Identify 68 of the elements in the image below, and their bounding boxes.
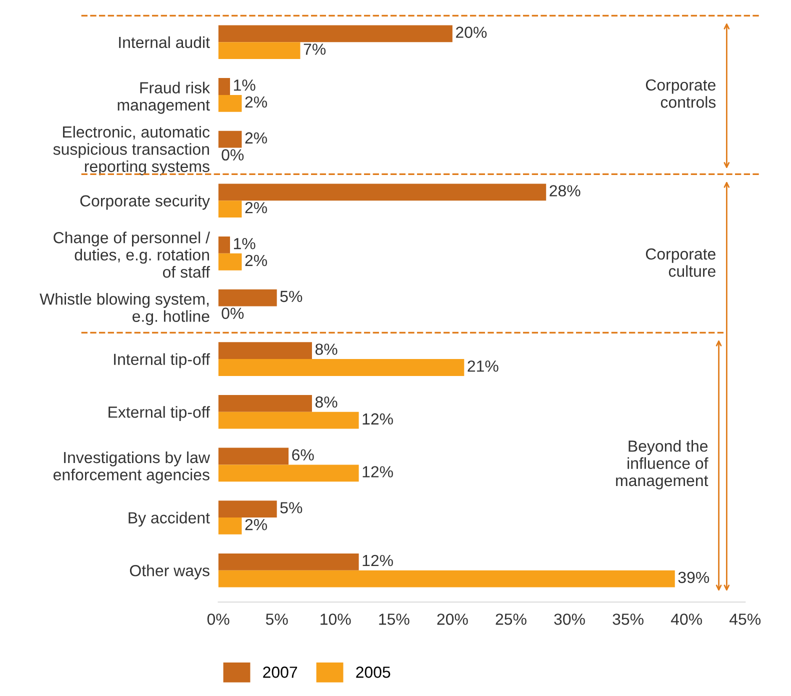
y-tick-label: Other ways bbox=[130, 564, 210, 580]
y-tick-label: Internal tip-off bbox=[114, 353, 210, 368]
x-tick-label: 20% bbox=[437, 614, 468, 625]
data-label: 1% bbox=[234, 80, 256, 91]
y-tick-label: Investigations by law enforcement agencies bbox=[54, 451, 210, 484]
data-label: 2% bbox=[245, 254, 268, 266]
data-label: 0% bbox=[222, 149, 244, 161]
x-tick-label: 25% bbox=[496, 614, 526, 625]
bar bbox=[218, 412, 359, 429]
bar bbox=[218, 342, 312, 360]
bar bbox=[218, 236, 230, 254]
bar bbox=[218, 200, 242, 218]
data-label: 12% bbox=[362, 413, 393, 425]
annotation: Corporate controls bbox=[646, 79, 716, 108]
data-label: 2% bbox=[245, 518, 268, 530]
y-tick-label: Internal audit bbox=[119, 36, 210, 48]
bar bbox=[218, 553, 359, 570]
bar bbox=[218, 253, 242, 270]
data-label: 8% bbox=[315, 396, 338, 408]
y-tick-label: By accident bbox=[128, 512, 210, 527]
data-label: 2% bbox=[245, 132, 268, 144]
x-tick-label: 30% bbox=[554, 614, 585, 625]
bar bbox=[218, 518, 242, 534]
bar bbox=[218, 184, 546, 201]
y-tick-label: Whistle blowing system, e.g. hotline bbox=[40, 293, 210, 326]
data-label: 5% bbox=[280, 290, 302, 302]
x-tick-label: 35% bbox=[612, 614, 644, 625]
y-tick-label: External tip-off bbox=[108, 406, 210, 421]
bar bbox=[218, 289, 277, 306]
data-label: 6% bbox=[292, 449, 314, 461]
data-label: 20% bbox=[456, 26, 487, 38]
bar bbox=[218, 394, 312, 412]
y-tick-label: Electronic, automatic suspicious transaction reporting systems bbox=[53, 126, 210, 176]
data-label: 28% bbox=[550, 185, 580, 196]
x-tick-label: 45% bbox=[730, 614, 761, 625]
data-label: 5% bbox=[280, 502, 302, 514]
x-tick-label: 5% bbox=[266, 614, 288, 625]
bar bbox=[218, 448, 289, 465]
data-label: 0% bbox=[222, 308, 244, 319]
annotation: Beyond the influence of management bbox=[616, 440, 708, 490]
bar bbox=[218, 130, 242, 148]
data-label: 2% bbox=[245, 96, 268, 108]
data-label: 7% bbox=[304, 44, 326, 55]
bar bbox=[218, 94, 242, 112]
bar bbox=[218, 464, 359, 482]
y-tick-label: Corporate security bbox=[80, 194, 210, 210]
bar bbox=[218, 78, 230, 95]
bar bbox=[218, 570, 675, 588]
bar bbox=[218, 25, 452, 42]
legend-label: 2007 bbox=[263, 666, 298, 678]
bar bbox=[218, 359, 464, 376]
data-label: 12% bbox=[362, 466, 393, 478]
bar bbox=[218, 42, 300, 60]
data-label: 39% bbox=[678, 572, 710, 584]
data-label: 2% bbox=[245, 202, 268, 214]
data-label: 8% bbox=[315, 344, 338, 355]
bar bbox=[218, 500, 277, 518]
x-tick-label: 40% bbox=[670, 614, 702, 625]
data-label: 12% bbox=[362, 554, 393, 566]
data-label: 1% bbox=[234, 238, 256, 250]
annotation: Corporate culture bbox=[646, 248, 716, 277]
x-tick-label: 15% bbox=[379, 614, 410, 625]
legend-label: 2005 bbox=[356, 666, 390, 678]
y-tick-label: Change of personnel / duties, e.g. rotation of staff bbox=[54, 232, 210, 278]
data-label: 21% bbox=[468, 360, 498, 372]
x-tick-label: 10% bbox=[320, 614, 351, 625]
x-tick-label: 0% bbox=[207, 614, 230, 625]
y-tick-label: Fraud risk management bbox=[118, 82, 210, 114]
